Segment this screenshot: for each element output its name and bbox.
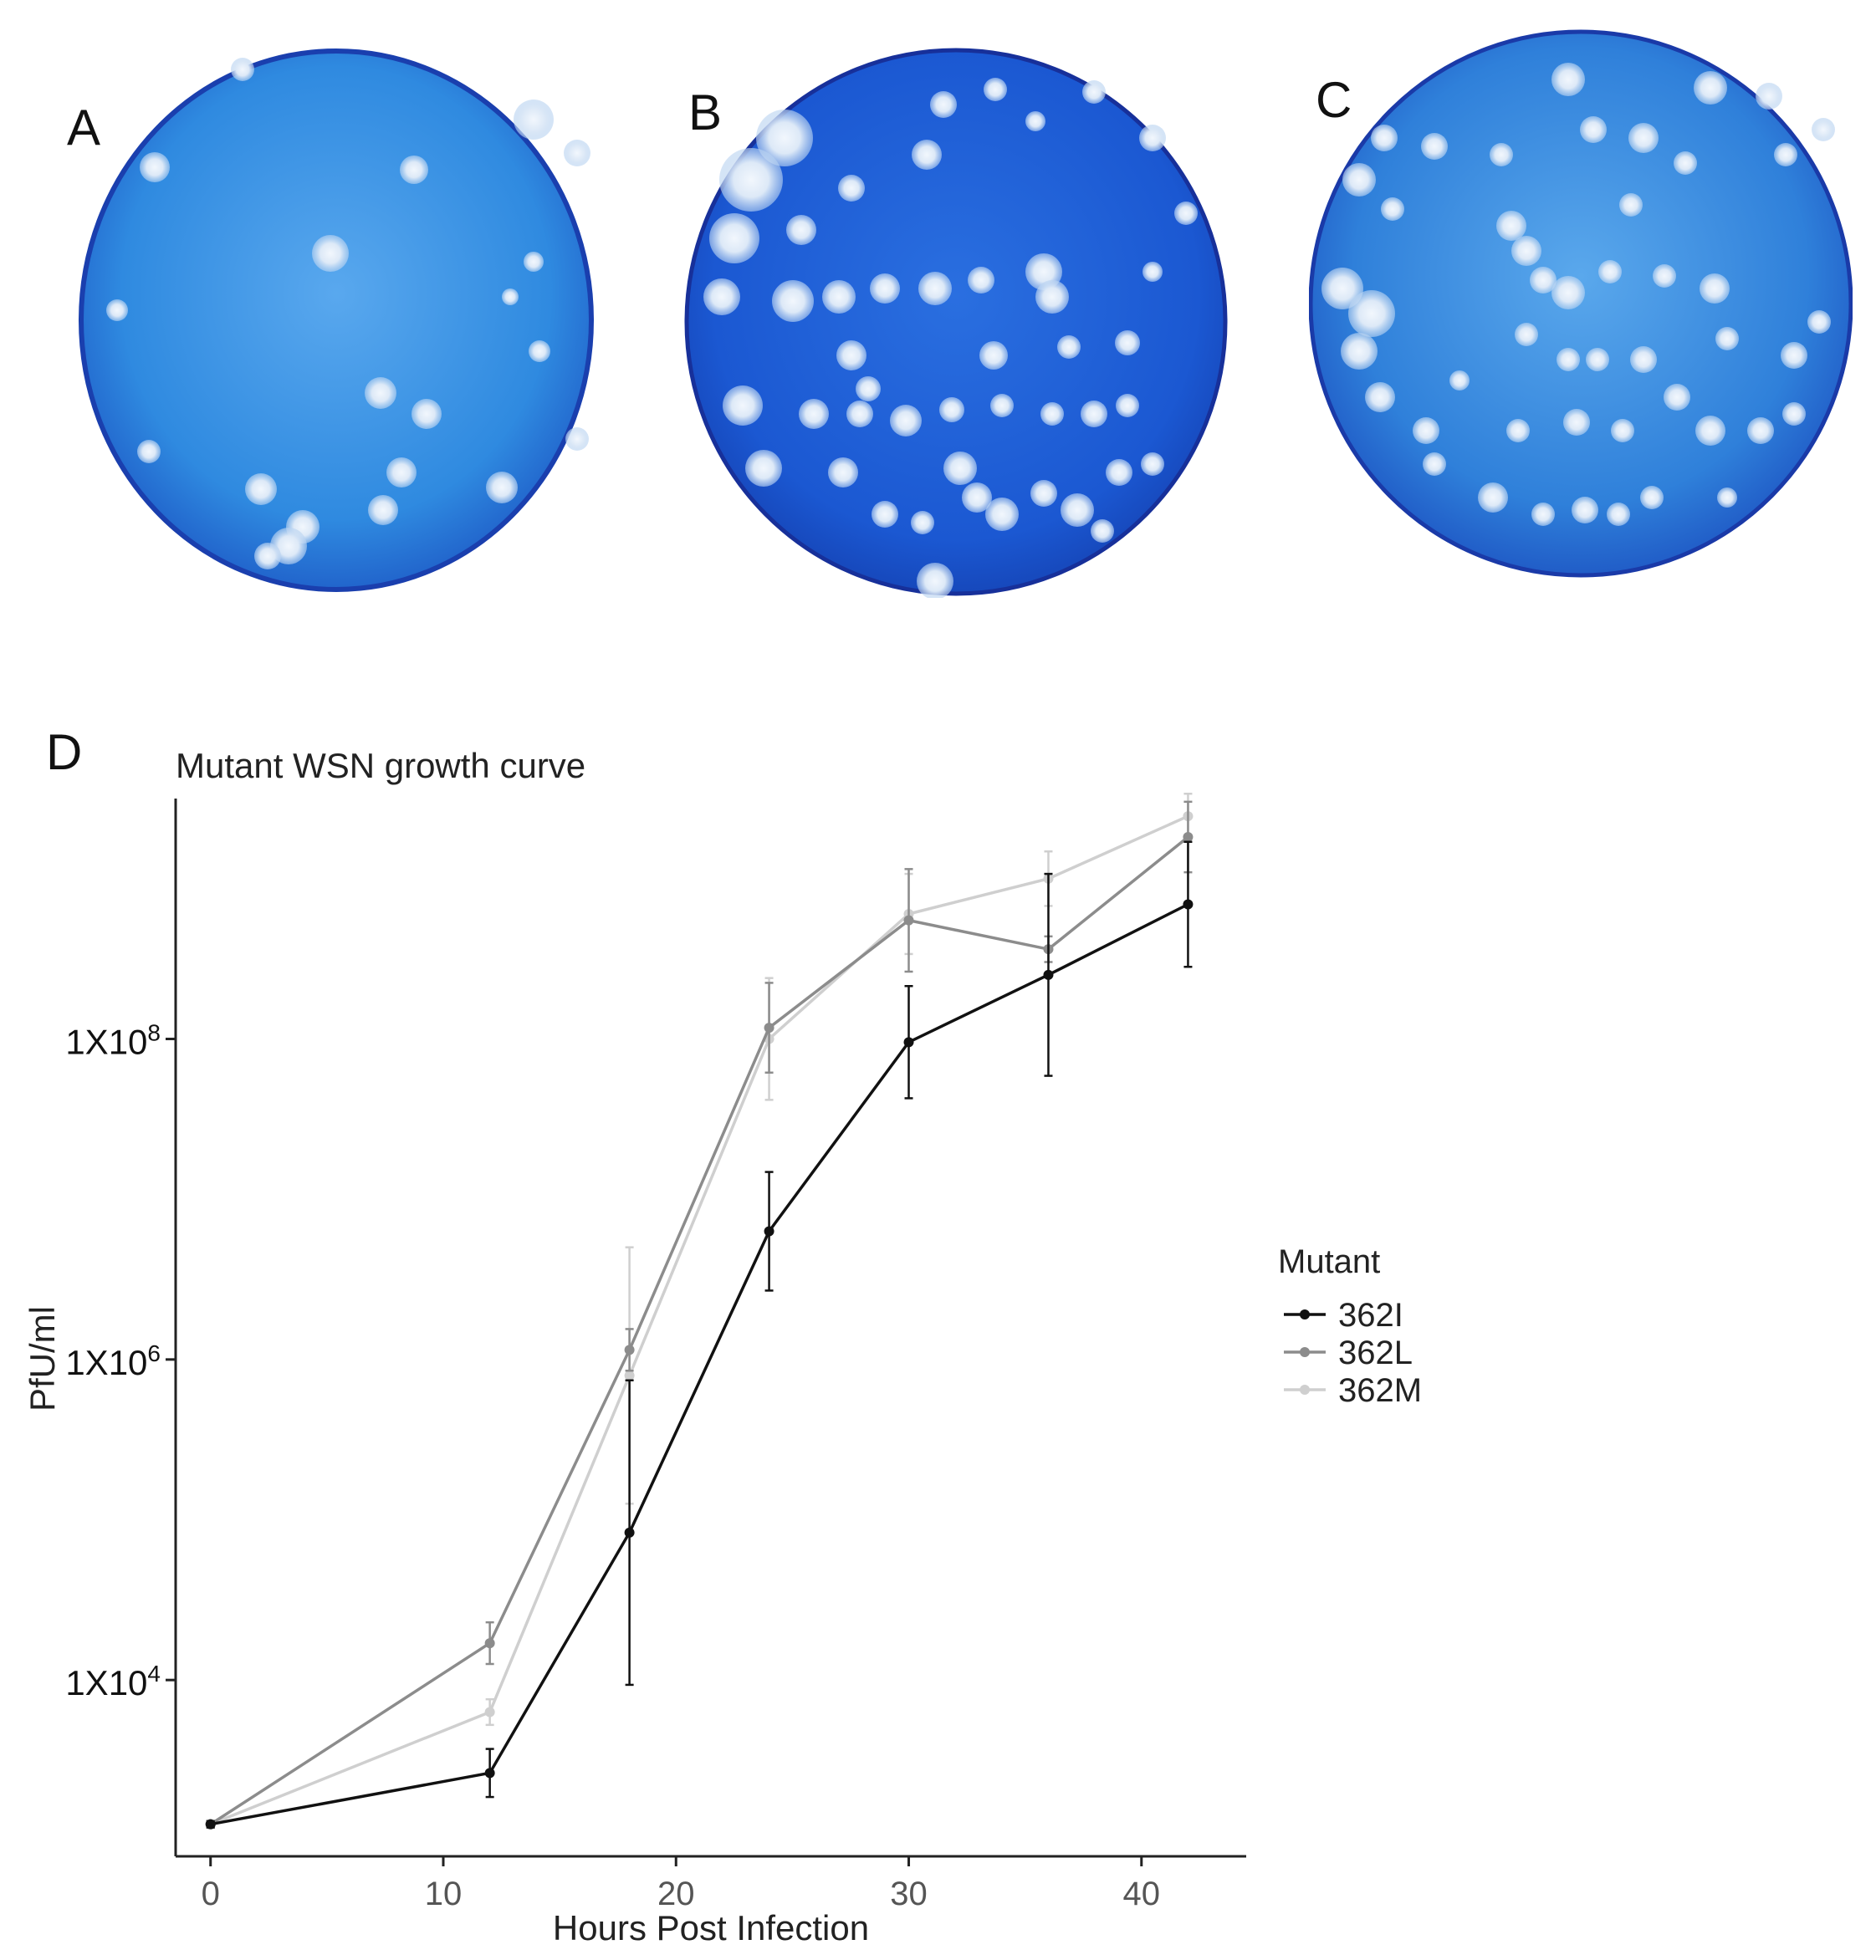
y-axis-label: PfU/ml	[23, 1306, 62, 1411]
legend-swatch-point	[1300, 1385, 1310, 1395]
panel-label-a: A	[67, 100, 101, 156]
chart-title: Mutant WSN growth curve	[176, 746, 585, 785]
legend-swatch-point	[1300, 1309, 1310, 1319]
data-point	[624, 1345, 635, 1355]
data-point	[764, 1226, 774, 1237]
y-tick-label: 1X108	[65, 1020, 161, 1062]
series-line-362L	[209, 835, 1189, 1826]
series-362L	[205, 800, 1194, 1830]
plate-image-c	[1309, 29, 1853, 578]
data-point	[1043, 873, 1054, 884]
data-point	[205, 1819, 216, 1830]
data-point	[205, 1819, 216, 1830]
legend-label: 362L	[1338, 1335, 1413, 1371]
data-point	[764, 1034, 774, 1044]
x-tick-label: 10	[425, 1876, 463, 1912]
data-point	[205, 1819, 216, 1830]
data-point	[484, 1768, 495, 1779]
panel-label-d: D	[46, 724, 83, 780]
x-tick-label: 20	[657, 1876, 695, 1912]
data-point	[484, 1707, 495, 1718]
legend-label: 362I	[1338, 1297, 1403, 1334]
plate-image-b	[684, 48, 1228, 598]
y-tick-label: 1X104	[65, 1661, 161, 1702]
legend-item-362I: 362I	[1284, 1297, 1403, 1334]
data-point	[903, 915, 914, 926]
data-point	[1183, 832, 1194, 842]
series-362M	[205, 793, 1194, 1830]
data-point	[764, 1023, 774, 1034]
panel-label-c: C	[1316, 72, 1352, 128]
data-point	[624, 1527, 635, 1538]
data-point	[903, 909, 914, 919]
series-line-362M	[210, 814, 1189, 1826]
plate-image-a	[79, 48, 594, 592]
data-point	[624, 1370, 635, 1381]
legend-item-362L: 362L	[1284, 1335, 1413, 1371]
data-point	[1043, 969, 1054, 980]
x-axis-label: Hours Post Infection	[553, 1908, 869, 1947]
legend-title: Mutant	[1278, 1243, 1380, 1280]
data-point	[484, 1638, 495, 1649]
data-point	[1183, 811, 1194, 822]
data-point	[1183, 899, 1194, 910]
data-point	[903, 1037, 914, 1048]
legend-swatch-point	[1300, 1347, 1310, 1357]
x-tick-label: 40	[1123, 1876, 1161, 1912]
x-tick-label: 30	[890, 1876, 928, 1912]
series-362I	[205, 840, 1194, 1830]
series-line-362I	[210, 902, 1189, 1826]
panel-label-b: B	[688, 84, 723, 140]
x-tick-label: 0	[202, 1876, 220, 1912]
legend-item-362M: 362M	[1284, 1372, 1422, 1409]
legend-label: 362M	[1338, 1372, 1422, 1409]
data-point	[1043, 944, 1054, 955]
y-tick-label: 1X106	[65, 1340, 161, 1382]
